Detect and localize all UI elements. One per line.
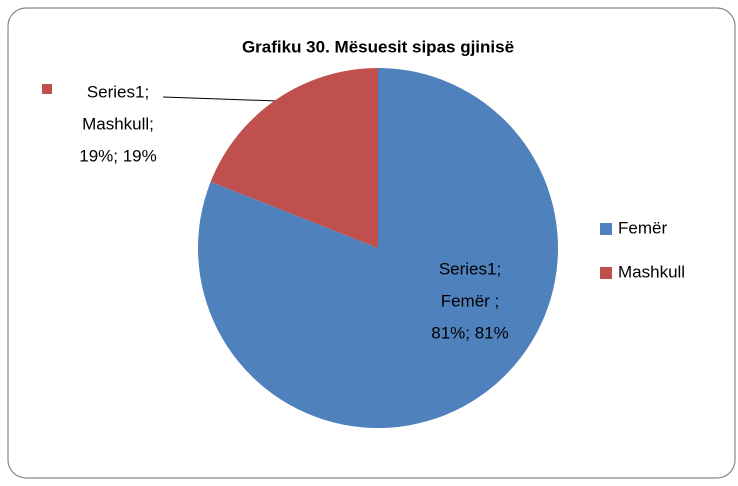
data-label: Series1; bbox=[87, 82, 149, 101]
legend-swatch bbox=[600, 267, 612, 279]
data-label: Femër ; bbox=[441, 291, 500, 310]
data-label: 19%; 19% bbox=[79, 146, 157, 165]
data-label: Series1; bbox=[439, 259, 501, 278]
legend-swatch bbox=[600, 223, 612, 235]
leader-line bbox=[162, 96, 279, 102]
chart-title: Grafiku 30. Mësuesit sipas gjinisë bbox=[242, 37, 514, 56]
legend-label: Femër bbox=[618, 218, 667, 237]
pie-slice bbox=[197, 68, 558, 429]
pie-slice bbox=[210, 68, 378, 248]
data-label: Mashkull; bbox=[82, 114, 154, 133]
data-label-key bbox=[42, 84, 52, 94]
data-label: 81%; 81% bbox=[431, 323, 509, 342]
legend-label: Mashkull bbox=[618, 262, 685, 281]
